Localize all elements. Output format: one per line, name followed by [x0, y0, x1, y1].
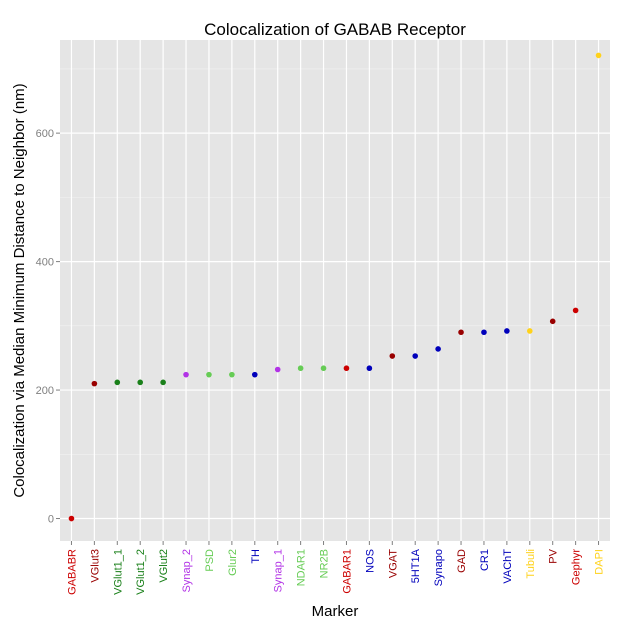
data-point: [572, 307, 579, 314]
x-tick-label: Glur2: [227, 549, 239, 576]
x-tick-label: VGlut2: [158, 549, 170, 583]
x-tick-label: GABAR1: [341, 549, 353, 594]
data-point: [114, 379, 121, 386]
x-tick-label: GABABR: [66, 549, 78, 595]
x-tick-label: TH: [250, 549, 262, 564]
x-tick-label: VGAT: [387, 549, 399, 578]
x-tick-label: NDAR1: [296, 549, 308, 586]
data-point: [343, 365, 350, 372]
x-tick-label: Gephyr: [571, 549, 583, 585]
x-tick-label: 5HT1A: [410, 548, 422, 583]
x-tick-label: VGlut3: [89, 549, 101, 583]
x-tick-label: VAChT: [502, 549, 514, 584]
x-tick-label: NOS: [364, 549, 376, 573]
x-tick-label: VGlut1_2: [135, 549, 147, 595]
x-tick-label: CR1: [479, 549, 491, 571]
data-point: [549, 318, 556, 325]
y-tick-label: 0: [48, 514, 54, 526]
data-point: [435, 346, 441, 352]
x-tick-label: Synap_1: [273, 549, 285, 592]
data-point: [481, 329, 487, 336]
x-tick-label: Tubuli: [525, 549, 537, 579]
data-point: [389, 353, 396, 359]
x-axis-title: Marker: [312, 603, 359, 620]
data-point: [320, 365, 327, 372]
data-point: [412, 353, 419, 359]
data-point: [595, 52, 602, 59]
x-tick-label: PSD: [204, 549, 216, 572]
chart-title: Colocalization of GABAB Receptor: [204, 20, 466, 39]
y-tick-label: 200: [36, 385, 54, 397]
data-point: [91, 380, 98, 387]
data-point: [458, 329, 464, 336]
data-point: [206, 371, 212, 378]
x-tick-label: NR2B: [319, 549, 331, 578]
y-axis-title: Colocalization via Median Minimum Distan…: [11, 83, 28, 497]
data-point: [68, 515, 75, 522]
y-tick-label: 600: [36, 128, 54, 140]
x-tick-label: GAD: [456, 549, 468, 573]
data-points: [68, 52, 602, 522]
data-point: [366, 365, 373, 372]
panel-background: [60, 40, 610, 541]
data-point: [160, 379, 166, 386]
data-point: [297, 365, 304, 372]
x-axis-ticks: GABABR VGlut3 VGlut1_1 VGlut1_2 VGlut2 Synap_…: [66, 541, 606, 595]
grid-major: [60, 40, 610, 541]
x-tick-label: VGlut1_1: [112, 549, 124, 595]
y-tick-label: 400: [36, 257, 54, 269]
grid-minor: [60, 68, 610, 455]
data-point: [526, 328, 533, 334]
y-axis-ticks: 0 200 400 600: [36, 128, 60, 526]
data-point: [229, 371, 235, 378]
x-tick-label: DAPI: [594, 549, 606, 575]
data-point: [251, 371, 258, 378]
x-tick-label: PV: [548, 548, 560, 563]
data-point: [137, 379, 144, 386]
data-point: [504, 328, 510, 334]
x-tick-label: Synapo: [433, 549, 445, 586]
data-point: [274, 366, 281, 373]
data-point: [183, 371, 189, 378]
x-tick-label: Synap_2: [181, 549, 193, 592]
